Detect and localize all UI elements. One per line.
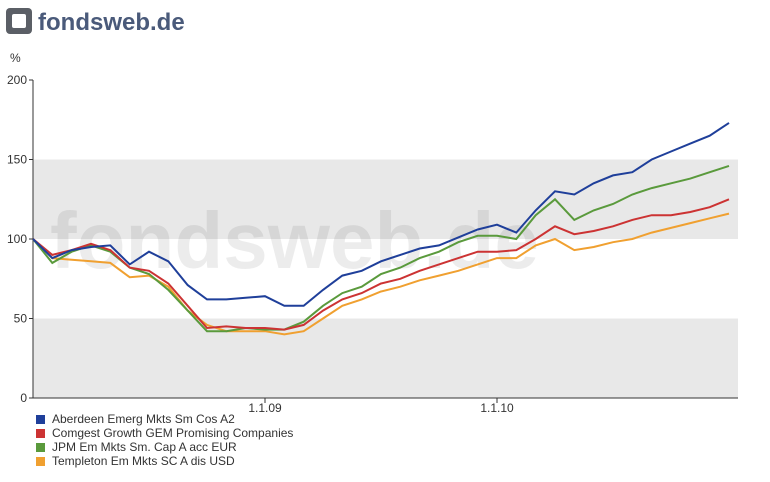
series-line — [32, 212, 730, 336]
legend-swatch — [36, 429, 45, 438]
logo-icon-inner — [12, 14, 26, 28]
series-line — [32, 198, 730, 331]
y-tick-label: 150 — [7, 153, 27, 167]
legend-label: Aberdeen Emerg Mkts Sm Cos A2 — [52, 412, 235, 426]
y-tick-label: 200 — [7, 73, 27, 87]
legend-swatch — [36, 415, 45, 424]
y-tick-label: 50 — [14, 312, 28, 326]
legend-swatch — [36, 443, 45, 452]
y-axis-label: % — [10, 51, 21, 65]
series-line — [32, 164, 730, 333]
legend-label: JPM Em Mkts Sm. Cap A acc EUR — [52, 440, 237, 454]
legend-label: Templeton Em Mkts SC A dis USD — [52, 454, 235, 468]
band — [33, 318, 738, 398]
series-line — [32, 122, 730, 307]
y-tick-label: 100 — [7, 232, 27, 246]
logo: fondsweb.de — [38, 9, 185, 36]
y-tick-label: 0 — [20, 391, 27, 405]
legend-swatch — [36, 457, 45, 466]
x-tick-label: 1.1.09 — [248, 401, 282, 415]
legend-label: Comgest Growth GEM Promising Companies — [52, 426, 293, 440]
x-tick-label: 1.1.10 — [480, 401, 514, 415]
